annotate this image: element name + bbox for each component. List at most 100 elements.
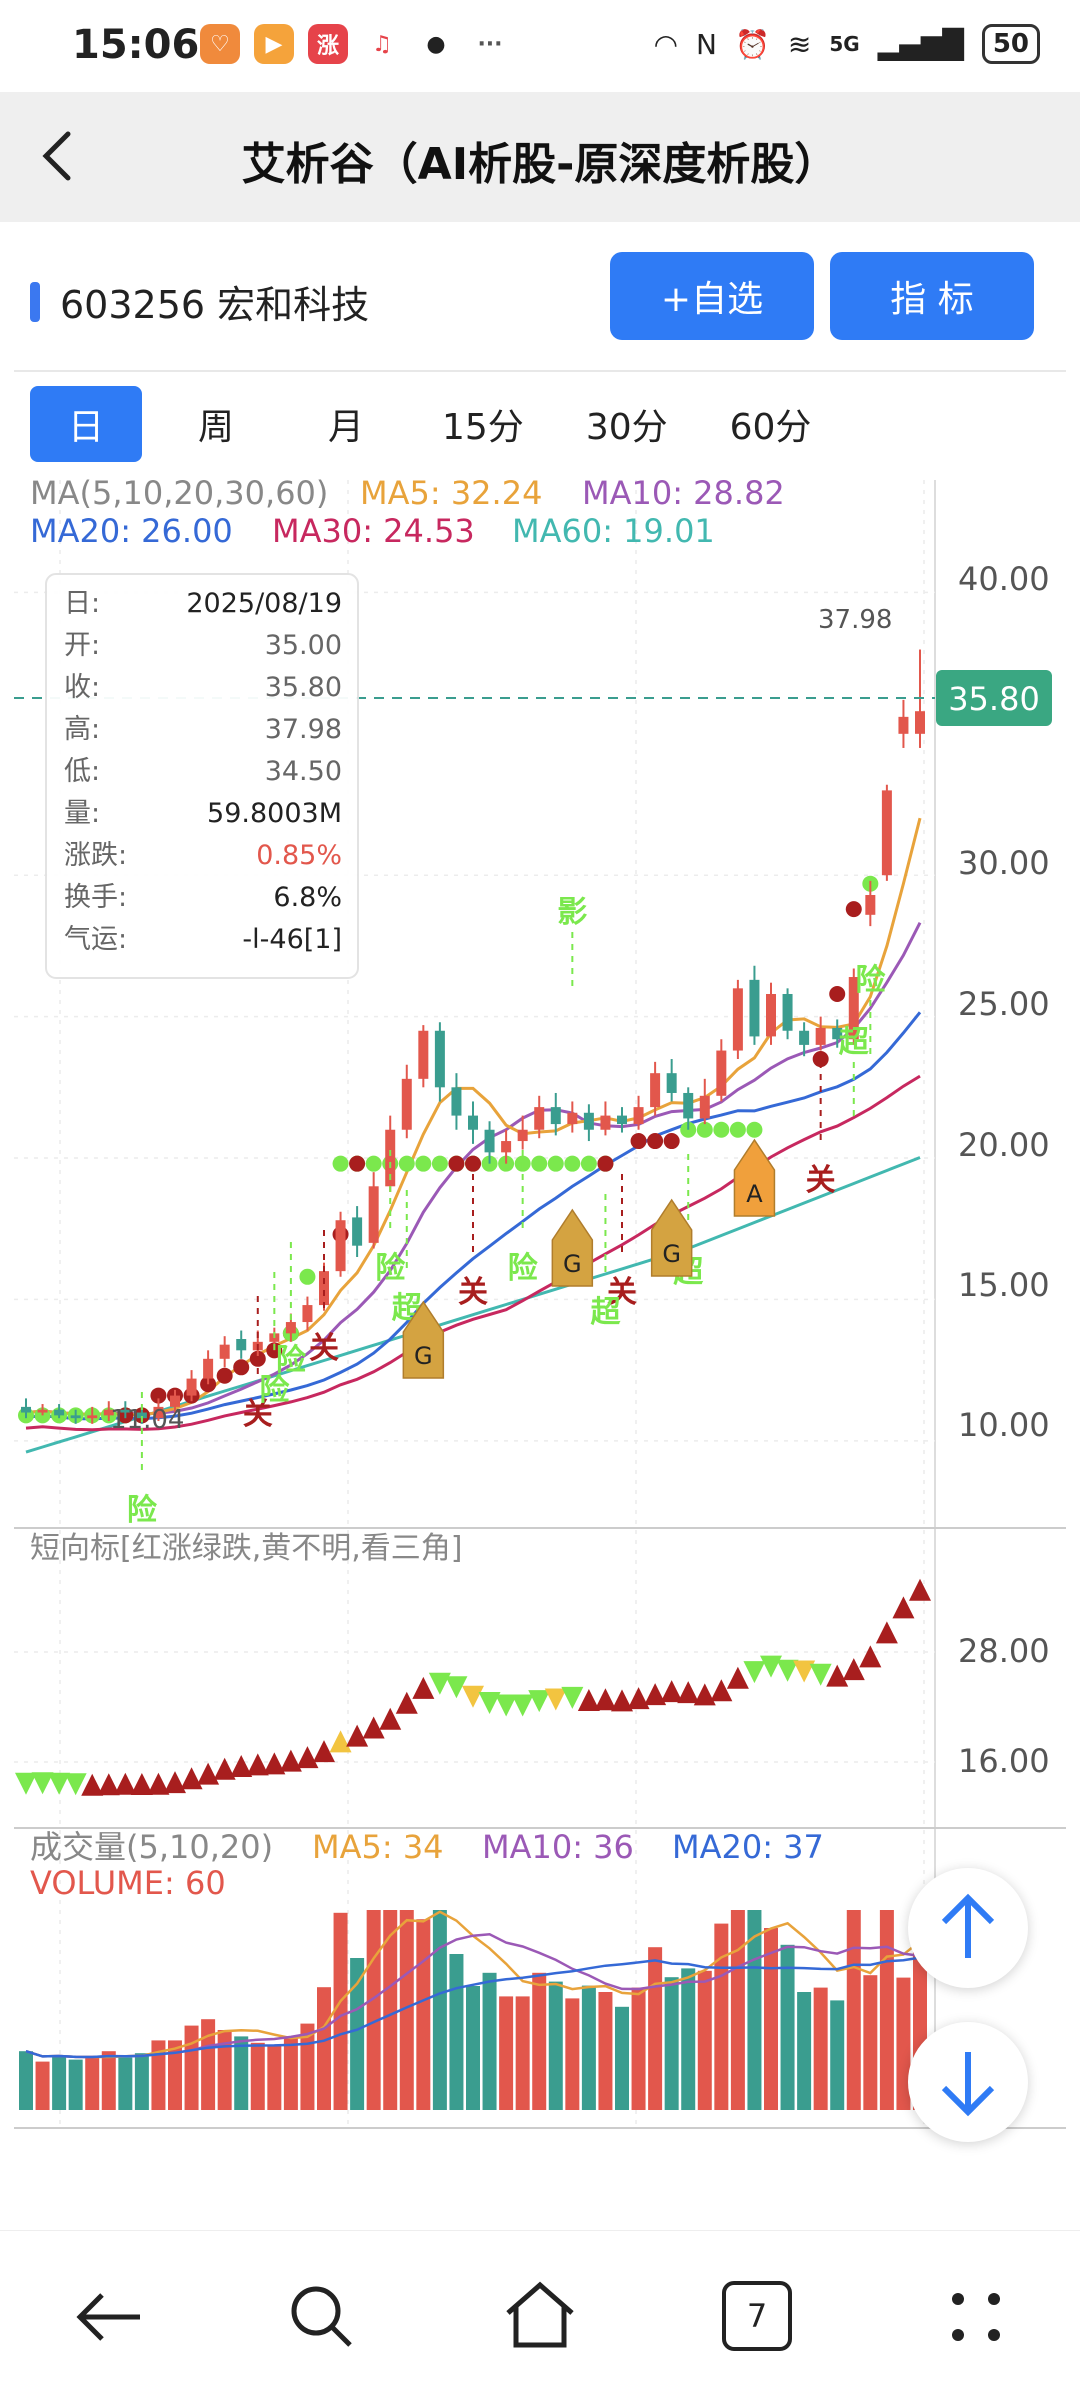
short-triangle [48, 1772, 71, 1795]
short-tick-16: 16.00 [958, 1742, 1050, 1780]
tabs-count-button[interactable]: 7 [722, 2281, 792, 2351]
volume-bar [548, 1981, 563, 2110]
short-triangle [230, 1755, 253, 1778]
signal-dot [564, 1155, 581, 1172]
tab-15min[interactable]: 15分 [442, 407, 524, 448]
candle [70, 1409, 81, 1424]
candle [153, 1398, 164, 1422]
candle [203, 1350, 214, 1385]
volume-bar [35, 2061, 50, 2110]
ma10-legend: MA10: 28.82 [582, 474, 785, 512]
signal-label: 影 [557, 895, 587, 930]
signal-dot [415, 1155, 432, 1172]
signal-dot-red [647, 1133, 664, 1150]
info-label: 量: [64, 798, 100, 829]
svg-text:G: G [662, 1240, 681, 1268]
volume-bar [399, 1910, 414, 2110]
price-tag [936, 670, 1052, 726]
candle [451, 1073, 462, 1130]
status-bar: 15:06 ♡ ▶ 涨 ♫ ● ··· ◠ N ⏰ ≋ 5G ▂▄▆█ 50 [0, 0, 1080, 92]
network-label: 5G [829, 32, 860, 56]
badge-a: A [733, 1138, 776, 1217]
candle [517, 1115, 528, 1150]
signal-dot [398, 1155, 415, 1172]
candle [683, 1087, 694, 1130]
app-video-icon: ▶ [254, 24, 294, 64]
candle [434, 1022, 445, 1102]
signal-dot [729, 1121, 746, 1138]
candle [54, 1404, 65, 1419]
info-label: 高: [64, 714, 100, 745]
price-tick-30: 30.00 [958, 844, 1050, 882]
search-icon[interactable] [282, 2277, 362, 2357]
status-time: 15:06 [72, 22, 200, 68]
info-box: 日: 2025/08/19 开: 35.00 收: 35.80 高: 37.98 低: 34.50… [45, 573, 359, 979]
volume-bar [250, 2042, 265, 2110]
kline-chart[interactable]: MA(5,10,20,30,60) MA5: 32.24 MA10: 28.82… [0, 470, 1080, 2150]
scroll-up-button[interactable] [908, 1868, 1028, 1988]
info-label: 收: [64, 672, 100, 703]
date-tick-0: 06-12 [12, 2148, 105, 2150]
scroll-down-button[interactable] [908, 2022, 1028, 2142]
indicator-button[interactable]: 指 标 [830, 252, 1034, 340]
price-tick-40: 40.00 [958, 560, 1050, 598]
back-arrow-icon[interactable] [30, 116, 100, 196]
menu-dots-icon[interactable] [936, 2277, 1016, 2357]
volume-bar [52, 2055, 67, 2110]
volume-bar [19, 2051, 33, 2110]
tab-week[interactable]: 周 [197, 407, 234, 448]
ma30-line [25, 1074, 921, 1432]
short-triangle [362, 1716, 385, 1739]
short-triangle [64, 1773, 87, 1796]
candle [21, 1398, 31, 1419]
nfc-icon: N [696, 27, 717, 61]
tab-day[interactable]: 日 [30, 386, 142, 462]
signal-dot-red [845, 901, 862, 918]
candle [236, 1330, 247, 1359]
tab-30min[interactable]: 30分 [585, 407, 668, 448]
candle [567, 1101, 578, 1133]
signal-dot [696, 1121, 713, 1138]
volume-bar [217, 2030, 232, 2110]
volume-bar [466, 1986, 480, 2110]
badge-g: G [551, 1208, 594, 1287]
home-icon[interactable] [500, 2275, 580, 2355]
status-right: ◠ N ⏰ ≋ 5G ▂▄▆█ 50 [654, 24, 1040, 64]
candle [766, 982, 776, 1045]
info-value: 6.8% [273, 882, 342, 913]
signal-label: 关 [806, 1163, 836, 1198]
low-label: 11.04 [110, 1405, 184, 1435]
nav-bar: 艾析谷（AI析股-原深度析股） [0, 92, 1080, 222]
short-triangle [577, 1689, 600, 1712]
back-icon[interactable] [70, 2277, 150, 2357]
period-tabs: 日 周 月 15分 30分 60分 [30, 384, 851, 464]
short-triangle [31, 1772, 54, 1795]
short-triangle [760, 1655, 782, 1678]
signal-dot [365, 1155, 382, 1172]
volume-ma10: MA10: 36 [482, 1828, 634, 1866]
signal-label: 险 [127, 1493, 158, 1528]
signal-label: 险 [855, 963, 886, 998]
candle [881, 784, 892, 881]
tab-month[interactable]: 月 [327, 407, 364, 448]
signal-dot-red [233, 1359, 250, 1376]
tab-60min[interactable]: 60分 [729, 407, 812, 448]
candle [666, 1059, 677, 1102]
signal-dot-red [200, 1376, 217, 1393]
volume-bars [19, 1910, 927, 2110]
short-triangle [428, 1672, 451, 1695]
volume-bar [631, 1987, 646, 2110]
signal-dot [746, 1121, 763, 1138]
candle [600, 1101, 611, 1136]
info-value: 37.98 [265, 714, 342, 745]
volume-bar [449, 1954, 464, 2110]
candle [418, 1025, 429, 1088]
add-watchlist-button[interactable]: +自选 [610, 252, 814, 340]
svg-text:G: G [563, 1250, 582, 1278]
alarm-icon: ⏰ [734, 27, 770, 61]
candle [170, 1389, 180, 1413]
volume-bar [681, 1968, 696, 2110]
volume-ma5: MA5: 34 [312, 1828, 444, 1866]
short-triangle [279, 1749, 302, 1772]
price-tick-25: 25.00 [958, 985, 1050, 1023]
